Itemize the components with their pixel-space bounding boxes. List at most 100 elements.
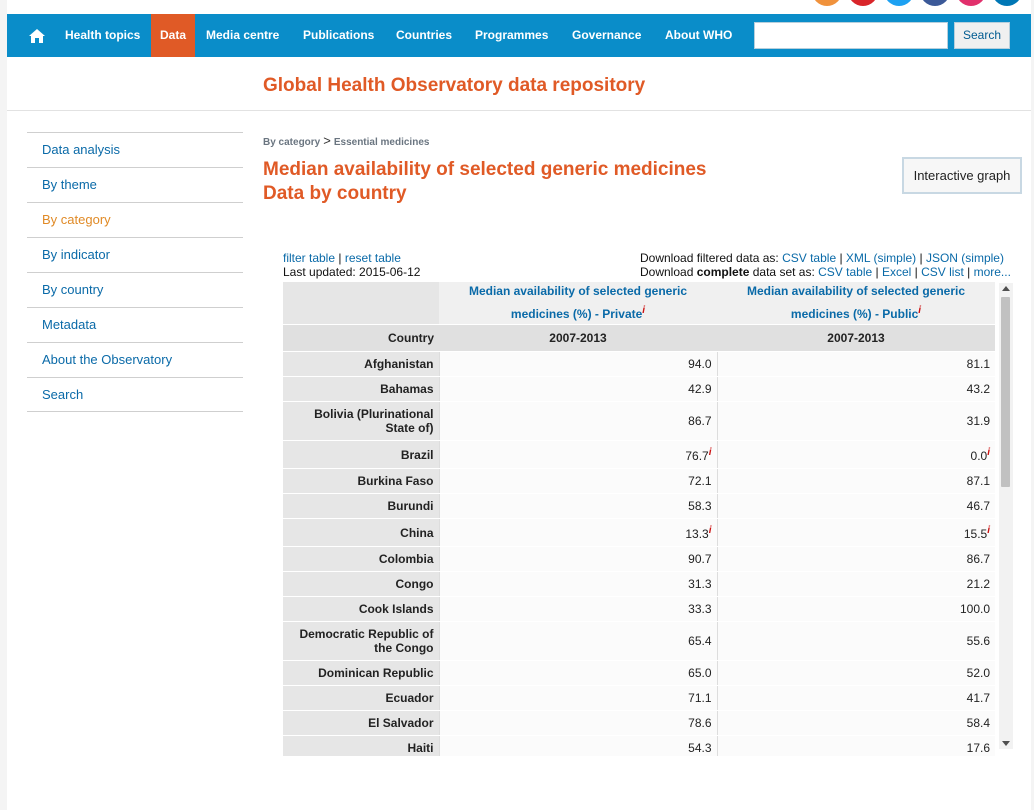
sidebar-item-about-the-observatory[interactable]: About the Observatory	[27, 342, 243, 377]
row-value-private: 78.6	[438, 710, 717, 736]
facebook-icon[interactable]	[920, 0, 950, 6]
table-controls: filter table | reset table Last updated:…	[283, 251, 420, 279]
table-row: Burundi 58.3 46.7	[283, 493, 995, 519]
row-value-public: 17.6	[716, 735, 995, 756]
download-links: Download filtered data as: CSV table | X…	[640, 251, 1011, 279]
nav-item-programmes[interactable]: Programmes	[475, 28, 549, 42]
table-row: El Salvador 78.6 58.4	[283, 710, 995, 736]
table-row: Brazil 76.7i 0.0i	[283, 440, 995, 469]
nav-item-countries[interactable]: Countries	[396, 28, 453, 42]
sidebar-item-by-indicator[interactable]: By indicator	[27, 237, 243, 272]
row-country: Burundi	[283, 493, 439, 519]
sidebar-item-data-analysis[interactable]: Data analysis	[27, 132, 243, 167]
table-row: China 13.3i 15.5i	[283, 518, 995, 547]
col-header-private[interactable]: Median availability of selected generic …	[439, 282, 717, 325]
page-title-line2: Data by country	[263, 183, 407, 204]
top-navigation: Health topics Data Media centre Publication…	[7, 14, 1031, 57]
sidebar-item-search[interactable]: Search	[27, 377, 243, 412]
scroll-down-icon[interactable]	[1002, 741, 1010, 746]
nav-item-about-who[interactable]: About WHO	[665, 28, 733, 42]
info-icon[interactable]: i	[987, 524, 990, 536]
download-filtered-json-simple[interactable]: JSON (simple)	[925, 251, 1004, 265]
link-separator: |	[836, 251, 846, 265]
nav-item-media-centre[interactable]: Media centre	[206, 28, 280, 42]
row-value-private: 72.1	[438, 468, 717, 494]
row-value-public: 87.1	[716, 468, 995, 494]
nav-item-data[interactable]: Data	[151, 14, 196, 57]
table-row: Haiti 54.3 17.6	[283, 735, 995, 756]
table-row: Colombia 90.7 86.7	[283, 546, 995, 572]
twitter-icon[interactable]	[884, 0, 914, 6]
link-separator: |	[872, 265, 882, 279]
search-button[interactable]: Search	[954, 22, 1010, 49]
instagram-icon[interactable]	[956, 0, 986, 6]
sidebar-item-by-country[interactable]: By country	[27, 272, 243, 307]
nav-item-governance[interactable]: Governance	[572, 28, 642, 42]
value-private: 65.4	[688, 634, 712, 648]
download-filtered-csv-table[interactable]: CSV table	[782, 251, 837, 265]
row-value-public: 15.5i	[716, 518, 995, 547]
info-icon[interactable]: i	[642, 305, 646, 316]
interactive-graph-button[interactable]: Interactive graph	[902, 157, 1022, 194]
row-country: Ecuador	[283, 685, 439, 711]
filter-table-link[interactable]: filter table	[283, 251, 336, 265]
link-separator: |	[911, 265, 922, 279]
breadcrumb-essential-medicines-link[interactable]: Essential medicines	[333, 137, 430, 148]
table-scrollbar[interactable]	[999, 283, 1013, 749]
scroll-up-icon[interactable]	[1002, 286, 1010, 291]
download-filtered-xml-simple[interactable]: XML (simple)	[845, 251, 917, 265]
page-title: Median availability of selected generic …	[263, 158, 707, 206]
table-row: Cook Islands 33.3 100.0	[283, 596, 995, 622]
row-value-private: 65.0	[438, 660, 717, 686]
row-value-public: 46.7	[716, 493, 995, 519]
header-blank	[283, 282, 439, 325]
row-value-private: 42.9	[438, 376, 717, 402]
download-complete-suffix: data set as:	[752, 265, 815, 279]
table-row: Afghanistan 94.0 81.1	[283, 351, 995, 377]
row-value-private: 71.1	[438, 685, 717, 711]
row-country: El Salvador	[283, 710, 439, 736]
row-value-private: 31.3	[438, 571, 717, 597]
sidebar-item-by-category[interactable]: By category	[27, 202, 243, 237]
sidebar: Data analysis By theme By category By indic…	[27, 132, 243, 412]
value-private: 94.0	[688, 357, 712, 371]
row-value-public: 43.2	[716, 376, 995, 402]
info-icon[interactable]: i	[987, 446, 990, 458]
col-header-public[interactable]: Median availability of selected generic …	[717, 282, 995, 325]
value-private: 33.3	[688, 602, 712, 616]
download-complete-csv-list[interactable]: CSV list	[921, 265, 964, 279]
youtube-icon[interactable]	[848, 0, 878, 6]
row-country: Bolivia (Plurinational State of)	[283, 401, 439, 441]
sidebar-item-by-theme[interactable]: By theme	[27, 167, 243, 202]
home-icon[interactable]	[25, 26, 49, 46]
sidebar-item-metadata[interactable]: Metadata	[27, 307, 243, 342]
nav-item-health-topics[interactable]: Health topics	[65, 28, 141, 42]
period-header-public: 2007-2013	[717, 324, 995, 352]
reset-table-link[interactable]: reset table	[344, 251, 401, 265]
rss-icon[interactable]	[812, 0, 842, 6]
row-country: Haiti	[283, 735, 439, 756]
value-private: 71.1	[688, 691, 712, 705]
value-public: 81.1	[966, 357, 990, 371]
info-icon[interactable]: i	[708, 446, 712, 458]
download-complete-csv-table[interactable]: CSV table	[818, 265, 873, 279]
row-country: Congo	[283, 571, 439, 597]
value-public: 31.9	[966, 414, 990, 428]
download-complete-excel[interactable]: Excel	[881, 265, 912, 279]
download-complete-more[interactable]: more...	[973, 265, 1011, 279]
linkedin-icon[interactable]	[992, 0, 1022, 6]
row-value-public: 0.0i	[716, 440, 995, 469]
header-band: Global Health Observatory data repositor…	[7, 57, 1031, 111]
info-icon[interactable]: i	[708, 524, 712, 536]
breadcrumb-category-link[interactable]: By category	[263, 137, 321, 148]
search-input[interactable]	[754, 22, 948, 49]
country-header: Country	[283, 324, 439, 352]
row-value-public: 31.9	[716, 401, 995, 441]
site-title: Global Health Observatory data repositor…	[263, 75, 646, 96]
link-separator: |	[338, 251, 342, 265]
value-public: 43.2	[966, 382, 990, 396]
row-country: Brazil	[283, 440, 439, 469]
nav-item-publications[interactable]: Publications	[303, 28, 375, 42]
scrollbar-thumb[interactable]	[1001, 297, 1010, 487]
info-icon[interactable]: i	[918, 305, 922, 316]
